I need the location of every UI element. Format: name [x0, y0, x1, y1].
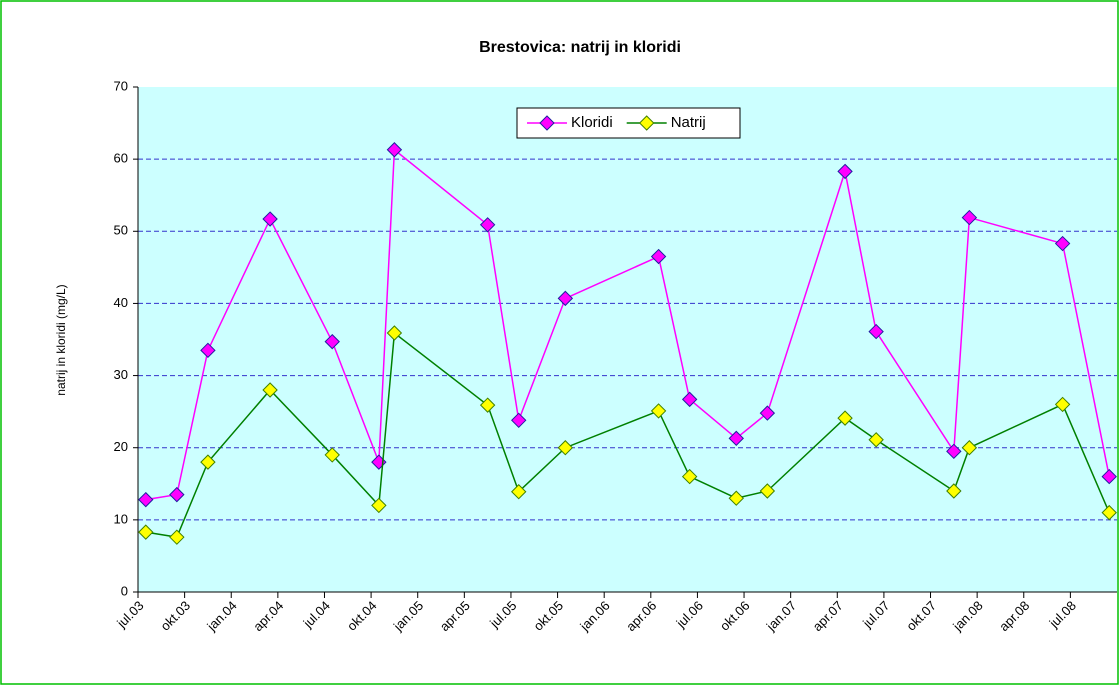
legend-marker — [638, 115, 655, 131]
data-point — [1054, 235, 1071, 252]
data-point — [946, 443, 962, 460]
data-point — [759, 483, 776, 499]
data-point — [961, 440, 978, 456]
data-point — [728, 430, 744, 447]
y-tick-label: 50 — [114, 223, 128, 238]
data-point — [479, 217, 496, 233]
y-tick-label: 10 — [114, 511, 128, 526]
data-point — [262, 382, 278, 398]
data-point — [386, 325, 403, 341]
data-point — [557, 440, 574, 456]
y-tick-label: 40 — [114, 295, 128, 310]
y-tick-label: 30 — [114, 367, 128, 382]
data-point — [511, 412, 527, 429]
data-point — [200, 454, 216, 470]
data-point — [1054, 396, 1071, 413]
y-tick-label: 20 — [114, 439, 128, 454]
data-point — [650, 248, 667, 265]
data-point — [169, 529, 185, 545]
data-point — [138, 491, 154, 508]
series-line — [145, 331, 1110, 539]
legend-label: Natrij — [671, 114, 706, 131]
data-point — [728, 490, 744, 506]
data-point — [961, 209, 978, 226]
data-point — [386, 142, 403, 158]
data-point — [946, 483, 962, 499]
y-tick-label: 70 — [114, 78, 128, 93]
data-point — [650, 403, 667, 419]
data-point — [759, 405, 776, 421]
data-point — [681, 468, 698, 485]
y-axis-label: natrij in kloridi (mg/L) — [54, 284, 68, 395]
chart-title: Brestovica: natrij in kloridi — [479, 39, 681, 56]
legend-label: Kloridi — [571, 114, 613, 131]
data-point — [557, 290, 574, 307]
data-point — [1101, 504, 1117, 521]
data-point — [837, 163, 853, 180]
data-point — [511, 484, 527, 500]
data-point — [324, 447, 340, 463]
data-point — [868, 323, 884, 340]
data-point — [868, 432, 884, 448]
data-point — [1101, 468, 1117, 485]
y-tick-label: 0 — [121, 583, 128, 598]
data-point — [371, 497, 387, 514]
series-line — [145, 148, 1110, 501]
data-point — [262, 211, 278, 227]
data-point — [200, 342, 216, 359]
data-point — [681, 391, 698, 408]
legend-marker — [539, 115, 555, 131]
data-point — [837, 410, 853, 426]
plot-area — [138, 87, 1117, 592]
data-point — [138, 524, 154, 540]
data-point — [324, 333, 340, 350]
data-point — [479, 397, 496, 413]
y-tick-label: 60 — [114, 151, 128, 166]
data-point — [169, 486, 185, 503]
